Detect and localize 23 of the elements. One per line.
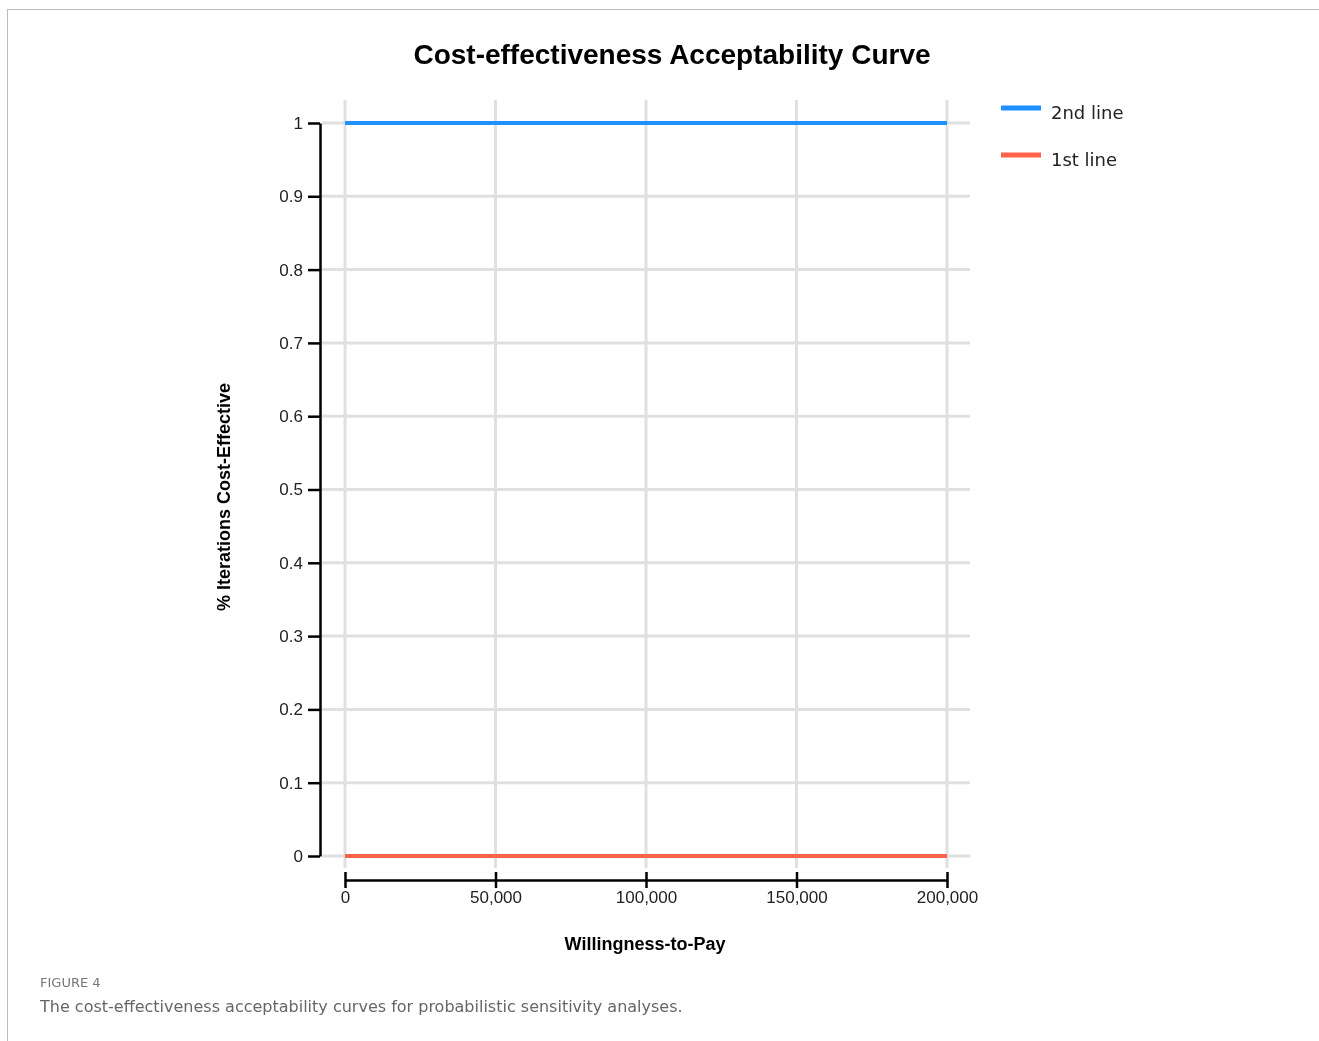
x-tick-label: 200,000 <box>916 888 979 908</box>
y-tick-label: 0.9 <box>279 187 303 207</box>
legend-label: 1st line <box>1051 149 1118 170</box>
x-tick-label: 100,000 <box>615 888 678 908</box>
legend-label: 2nd line <box>1051 102 1124 123</box>
x-tick-label: 50,000 <box>470 888 522 908</box>
x-axis-title: Willingness-to-Pay <box>564 934 726 954</box>
text: The cost-effectiveness acceptability curves for probabilistic sensitivity analyses. <box>39 997 683 1016</box>
y-tick-label: 0.3 <box>279 627 303 647</box>
y-tick-label: 0.7 <box>279 333 303 353</box>
chart-title: Cost-effectiveness Acceptability Curve <box>413 39 931 70</box>
y-tick-label: 0.8 <box>279 260 303 280</box>
y-tick-label: 0.5 <box>279 480 303 500</box>
y-tick-label: 0 <box>293 846 303 866</box>
y-tick-label: 0.1 <box>279 773 303 793</box>
y-axis-title: % Iterations Cost-Effective <box>214 382 234 612</box>
caption: FIGURE 4 <box>40 975 101 990</box>
y-tick-label: 0.6 <box>279 407 303 427</box>
y-tick-label: 0.2 <box>279 700 303 720</box>
x-tick-label: 0 <box>340 888 351 908</box>
x-tick-label: 150,000 <box>766 888 828 908</box>
y-tick-label: 0.4 <box>279 553 303 573</box>
y-tick-label: 1 <box>293 113 303 133</box>
